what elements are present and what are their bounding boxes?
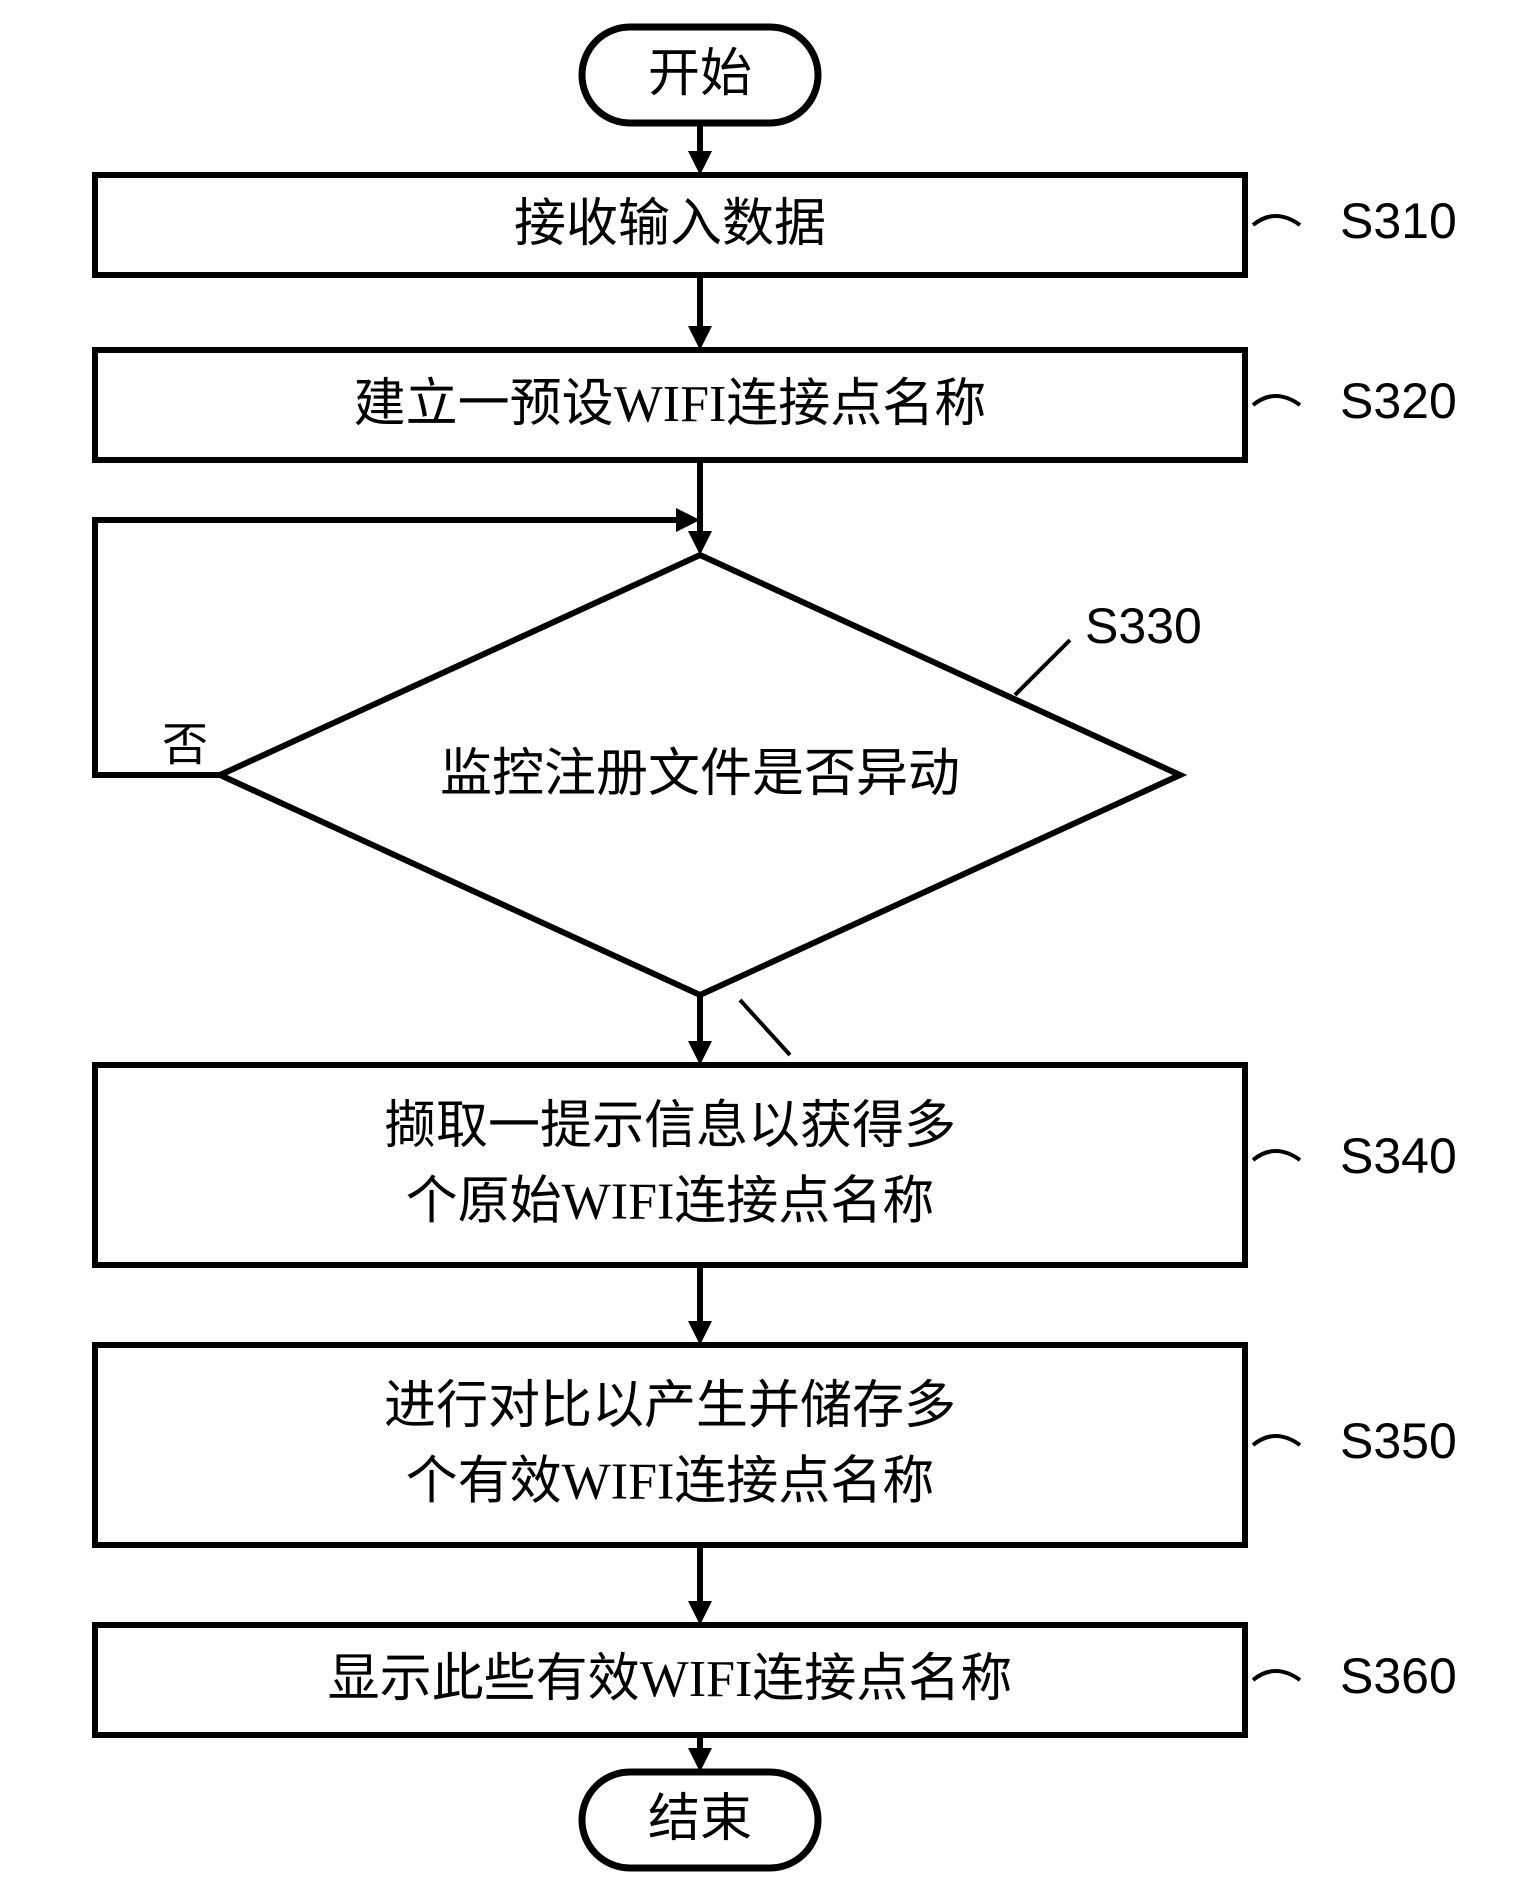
svg-text:S320: S320 bbox=[1340, 373, 1457, 429]
svg-text:S330: S330 bbox=[1085, 598, 1202, 654]
svg-text:否: 否 bbox=[162, 720, 208, 771]
svg-text:S340: S340 bbox=[1340, 1128, 1457, 1184]
svg-text:监控注册文件是否异动: 监控注册文件是否异动 bbox=[440, 746, 960, 803]
svg-text:个有效WIFI连接点名称: 个有效WIFI连接点名称 bbox=[406, 1454, 935, 1511]
svg-text:建立一预设WIFI连接点名称: 建立一预设WIFI连接点名称 bbox=[354, 376, 987, 433]
svg-text:个原始WIFI连接点名称: 个原始WIFI连接点名称 bbox=[406, 1174, 935, 1231]
svg-text:S350: S350 bbox=[1340, 1413, 1457, 1469]
svg-text:结束: 结束 bbox=[648, 1791, 752, 1848]
svg-text:接收输入数据: 接收输入数据 bbox=[514, 196, 826, 253]
svg-text:进行对比以产生并储存多: 进行对比以产生并储存多 bbox=[384, 1378, 956, 1435]
svg-text:撷取一提示信息以获得多: 撷取一提示信息以获得多 bbox=[384, 1098, 956, 1155]
svg-text:S310: S310 bbox=[1340, 193, 1457, 249]
svg-text:开始: 开始 bbox=[648, 46, 752, 103]
svg-text:S360: S360 bbox=[1340, 1648, 1457, 1704]
svg-text:显示此些有效WIFI连接点名称: 显示此些有效WIFI连接点名称 bbox=[328, 1651, 1013, 1708]
